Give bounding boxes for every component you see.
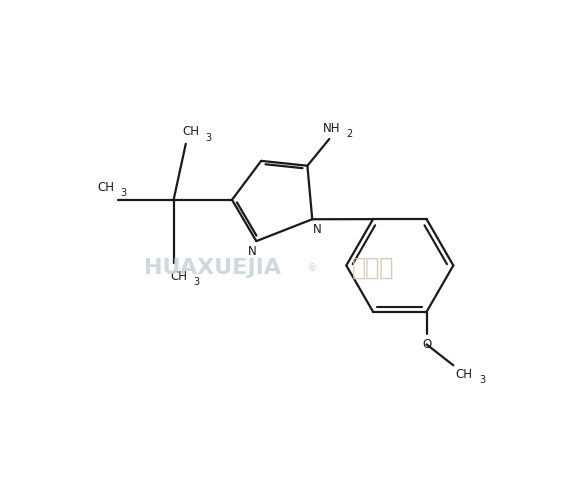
Text: CH: CH [97,181,114,194]
Text: 3: 3 [205,132,211,143]
Text: 化学加: 化学加 [352,256,394,280]
Text: CH: CH [170,270,187,283]
Text: ®: ® [307,263,317,273]
Text: CH: CH [456,368,473,381]
Text: N: N [313,223,321,237]
Text: 3: 3 [193,277,199,287]
Text: HUAXUEJIA: HUAXUEJIA [144,258,281,278]
Text: N: N [248,246,257,258]
Text: 3: 3 [480,375,485,385]
Text: CH: CH [182,125,199,138]
Text: NH: NH [323,122,340,135]
Text: 2: 2 [347,129,353,139]
Text: 3: 3 [120,188,127,198]
Text: O: O [422,338,431,351]
